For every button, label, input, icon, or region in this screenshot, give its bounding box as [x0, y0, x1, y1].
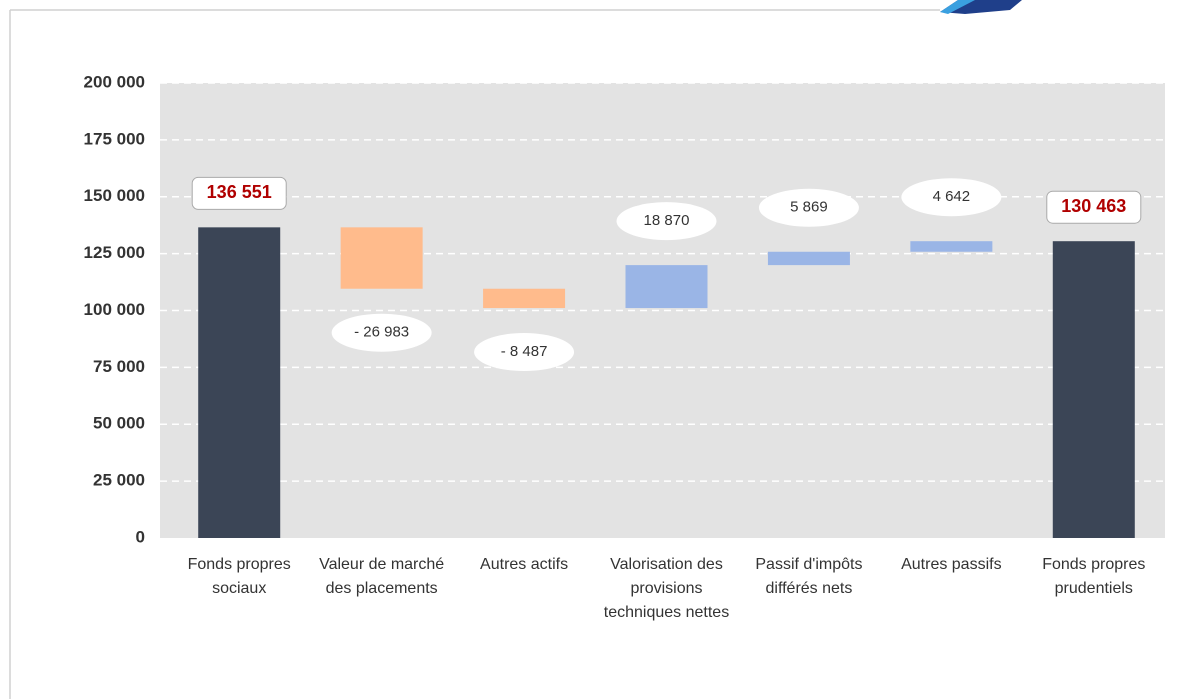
x-tick-label: Fonds propres sociaux — [187, 556, 291, 597]
value-label: 4 642 — [933, 188, 971, 205]
label-bubble — [474, 333, 575, 372]
label-bubble — [758, 188, 859, 227]
value-label: 130 463 — [1061, 196, 1126, 216]
bar — [910, 241, 993, 252]
label-box — [191, 176, 287, 210]
bar — [1052, 241, 1135, 539]
y-tick-label: 125 000 — [84, 243, 145, 262]
label-box — [1046, 190, 1142, 224]
x-tick-label: Valorisation des provisions techniques n… — [603, 556, 730, 621]
value-label: - 8 487 — [501, 343, 548, 360]
x-tick-label: Passif d'impôts différés nets — [755, 556, 863, 597]
logo-accent — [940, 0, 975, 14]
y-tick-label: 100 000 — [84, 300, 145, 319]
x-tick-label: Autres passifs — [901, 556, 1002, 573]
bar — [483, 288, 566, 309]
value-label: 5 869 — [790, 199, 828, 216]
x-tick-label: Valeur de marché des placements — [319, 556, 445, 597]
value-label: 136 551 — [207, 182, 272, 202]
y-tick-label: 50 000 — [93, 414, 145, 433]
label-bubble — [616, 202, 717, 241]
bar — [340, 227, 423, 289]
y-tick-label: 175 000 — [84, 129, 145, 148]
y-tick-label: 200 000 — [84, 72, 145, 91]
x-tick-label: Autres actifs — [480, 556, 569, 573]
label-bubble — [331, 313, 432, 352]
plot-area — [160, 83, 1165, 538]
y-tick-label: 150 000 — [84, 186, 145, 205]
y-tick-label: 0 — [136, 527, 145, 546]
x-tick-label: Fonds propres prudentiels — [1042, 556, 1146, 597]
y-tick-label: 25 000 — [93, 471, 145, 490]
bar — [625, 265, 708, 309]
value-label: 18 870 — [644, 212, 690, 229]
bar — [198, 227, 281, 538]
value-label: - 26 983 — [354, 324, 409, 341]
y-tick-label: 75 000 — [93, 357, 145, 376]
bar — [767, 251, 850, 266]
label-bubble — [901, 178, 1002, 217]
